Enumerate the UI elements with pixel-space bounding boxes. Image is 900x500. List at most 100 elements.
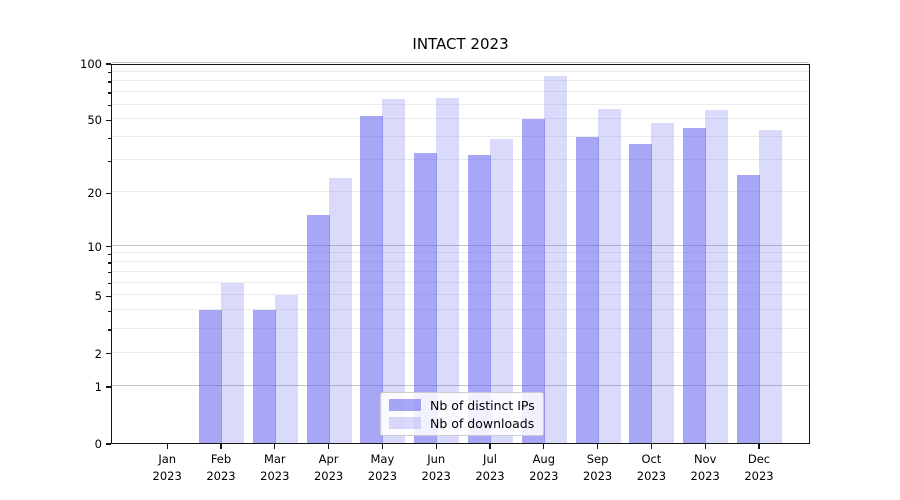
gridline-major (112, 62, 809, 63)
y-tick-label: 0 (94, 437, 102, 451)
x-tick-label: Apr 2023 (313, 452, 344, 483)
y-tick-label: 10 (87, 239, 102, 254)
gridline-minor (112, 281, 809, 283)
y-tick (105, 245, 111, 248)
legend-swatch-downloads (389, 417, 421, 429)
gridline-minor (112, 70, 809, 72)
gridline-minor (112, 80, 809, 82)
x-tick (166, 444, 168, 449)
bar-distinct-ips (575, 137, 599, 443)
y-tick (105, 119, 111, 121)
y-tick (105, 386, 111, 388)
y-minor-tick (107, 329, 111, 331)
bar-downloads (436, 98, 460, 443)
bar-downloads (759, 129, 782, 443)
y-minor-tick (107, 160, 111, 162)
x-tick-label: Jan 2023 (152, 452, 182, 483)
bar-distinct-ips (252, 310, 276, 443)
y-minor-tick (107, 272, 111, 274)
x-tick (704, 444, 706, 449)
x-tick-label: Aug 2023 (529, 452, 559, 483)
gridline-minor (112, 159, 809, 161)
y-tick-label: 20 (87, 186, 102, 201)
y-minor-tick (107, 81, 111, 83)
bar-downloads (328, 177, 352, 443)
legend-entry-distinct-ips: Nb of distinct IPs (381, 399, 543, 412)
bar-downloads (651, 122, 675, 443)
legend: Nb of distinct IPs Nb of downloads (380, 392, 544, 436)
gridline-minor (112, 191, 809, 193)
gridline-major (112, 244, 809, 246)
legend-swatch-distinct-ips (389, 399, 421, 411)
gridline-minor (112, 261, 809, 263)
x-tick-label: Nov 2023 (690, 452, 720, 483)
x-tick (543, 444, 545, 449)
y-tick-label: 1 (94, 379, 102, 394)
x-tick-label: Jul 2023 (475, 452, 505, 483)
y-tick (105, 352, 111, 355)
bar-distinct-ips (199, 310, 222, 443)
y-minor-tick (107, 310, 111, 313)
legend-entry-downloads: Nb of downloads (381, 417, 543, 430)
legend-label-distinct-ips: Nb of distinct IPs (430, 397, 535, 413)
x-tick-label: Mar 2023 (260, 452, 290, 483)
y-minor-tick (107, 283, 111, 285)
bar-distinct-ips (468, 155, 491, 443)
x-tick-label: Jun 2023 (421, 452, 451, 483)
y-minor-tick (107, 262, 111, 264)
gridline-minor (112, 294, 809, 296)
x-tick-label: Dec 2023 (744, 452, 774, 483)
bar-distinct-ips (414, 152, 438, 443)
gridline-minor (112, 327, 809, 329)
bar-distinct-ips (629, 143, 653, 443)
y-tick-label: 50 (87, 113, 102, 128)
y-tick-label: 2 (94, 346, 102, 361)
x-tick (650, 444, 653, 449)
plot-area (111, 62, 810, 444)
bar-distinct-ips (306, 214, 330, 443)
y-minor-tick (107, 71, 111, 74)
bar-downloads (705, 110, 729, 443)
y-minor-tick (107, 253, 111, 256)
y-minor-tick (107, 92, 111, 94)
y-tick (105, 192, 111, 194)
x-tick-label: Sep 2023 (582, 452, 613, 483)
gridline-minor (112, 118, 809, 120)
bar-downloads (274, 295, 298, 443)
bar-distinct-ips (521, 119, 545, 443)
gridline-minor (112, 136, 809, 138)
gridline-minor (112, 351, 809, 353)
x-tick (489, 444, 491, 449)
bar-distinct-ips (683, 127, 707, 443)
chart-title: INTACT 2023 (412, 35, 509, 53)
bar-distinct-ips (360, 116, 384, 443)
x-tick (327, 444, 330, 449)
gridline-minor (112, 309, 809, 311)
x-tick-label: Oct 2023 (636, 452, 667, 483)
bar-downloads (597, 108, 621, 443)
x-tick (220, 444, 222, 449)
gridline-minor (112, 91, 809, 93)
x-tick-label: Feb 2023 (206, 452, 236, 483)
y-tick-label: 100 (80, 57, 102, 71)
bar-downloads (382, 99, 406, 443)
y-tick (105, 295, 111, 298)
bar-distinct-ips (737, 174, 760, 443)
x-tick (758, 444, 760, 449)
y-minor-tick (107, 137, 111, 139)
bar-downloads (543, 76, 567, 443)
gridline-minor (112, 103, 809, 105)
y-tick (105, 63, 111, 65)
x-tick-label: May 2023 (367, 452, 398, 483)
gridline-minor (112, 270, 809, 272)
x-tick (274, 444, 276, 449)
gridline-major (112, 384, 809, 386)
y-tick (105, 443, 111, 445)
y-tick-label: 5 (94, 289, 102, 304)
x-tick (596, 444, 599, 449)
bar-downloads (221, 282, 244, 443)
bar-downloads (490, 139, 513, 443)
y-minor-tick (107, 104, 111, 107)
x-tick (435, 444, 437, 449)
